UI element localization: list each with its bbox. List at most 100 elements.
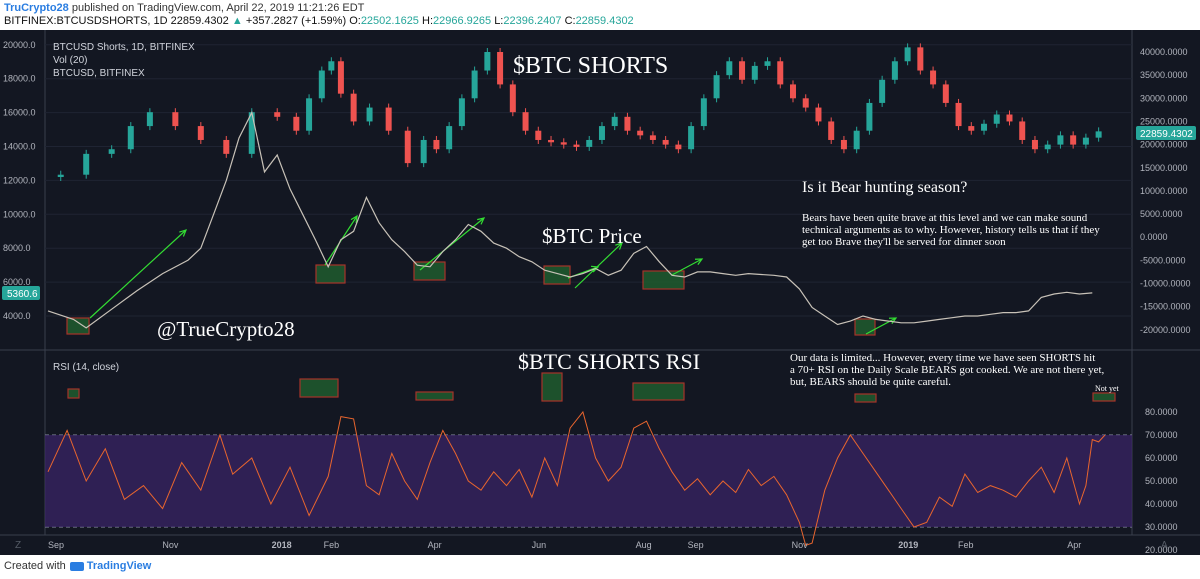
- candle-body: [1082, 137, 1089, 145]
- candle-body: [471, 70, 478, 99]
- candle-body: [366, 107, 373, 122]
- time-axis-tick: Nov: [792, 540, 809, 550]
- candle-body: [306, 98, 313, 131]
- right-axis-tick: 20000.0000: [1140, 140, 1188, 150]
- time-axis-tick: Feb: [958, 540, 974, 550]
- candle-body: [598, 126, 605, 140]
- rsi-axis-tick: 40.0000: [1145, 499, 1178, 509]
- trend-arrow: [865, 317, 897, 335]
- candle-body: [83, 153, 90, 175]
- author-name[interactable]: TruCrypto28: [4, 2, 69, 14]
- candle-body: [535, 130, 542, 140]
- time-axis-tick: Apr: [1067, 540, 1081, 550]
- candle-body: [274, 112, 281, 117]
- candle-body: [611, 116, 618, 127]
- candle-body: [764, 61, 771, 66]
- left-axis-tick: 8000.0: [3, 243, 31, 253]
- chart-canvas[interactable]: 20000.0 18000.0 16000.0 14000.0 12000.0 10000…: [0, 30, 1200, 555]
- right-axis-tick: -15000.0000: [1140, 302, 1191, 312]
- candle-body: [662, 139, 669, 145]
- candle-body: [917, 47, 924, 71]
- rsi-axis-tick: 20.0000: [1145, 545, 1178, 555]
- price-line: [47, 110, 1093, 329]
- candle-body: [404, 130, 411, 164]
- note-line-2: technical arguments as to why. However, …: [802, 224, 1100, 236]
- high-label: H:: [422, 15, 433, 27]
- arrow-head: [590, 265, 600, 273]
- arrow-head: [350, 214, 358, 224]
- candle-body: [904, 47, 911, 62]
- trend-arrow: [671, 258, 703, 276]
- candle-body: [866, 102, 873, 131]
- zoom-icon[interactable]: Z: [15, 540, 21, 551]
- candle-body: [700, 98, 707, 127]
- highlight-box: [415, 391, 454, 401]
- price-marker: [2, 286, 40, 300]
- candle-body: [649, 135, 656, 140]
- trend-arrow: [574, 242, 623, 289]
- candle-body: [509, 84, 516, 113]
- right-axis-tick: 5000.0000: [1140, 209, 1183, 219]
- left-axis-tick: 12000.0: [3, 175, 36, 185]
- candle-body: [223, 139, 230, 154]
- right-axis-tick: 15000.0000: [1140, 163, 1188, 173]
- time-axis-tick: Sep: [48, 540, 64, 550]
- arrow-head: [694, 258, 704, 266]
- high-value: 22966.9265: [433, 15, 492, 27]
- highlight-boxes: [66, 261, 1116, 403]
- candle-body: [522, 112, 529, 131]
- highlight-box: [299, 378, 339, 398]
- close-value: 22859.4302: [575, 15, 634, 27]
- highlight-box: [67, 388, 80, 399]
- candle-body: [548, 139, 555, 143]
- trend-arrow: [89, 229, 187, 319]
- close-label: C:: [564, 15, 576, 27]
- rsi-note-line-2: a 70+ RSI on the Daily Scale BEARS got c…: [790, 364, 1105, 376]
- legend-shorts: BTCUSD Shorts, 1D, BITFINEX: [53, 42, 195, 53]
- rsi-title: $BTC SHORTS RSI: [518, 349, 700, 374]
- legend-rsi: RSI (14, close): [53, 362, 119, 373]
- time-axis-tick: Apr: [428, 540, 442, 550]
- highlight-box: [66, 317, 90, 335]
- candle-body: [777, 61, 784, 85]
- highlight-box: [543, 265, 571, 285]
- candle-body: [688, 126, 695, 150]
- footer: Created with TradingView: [4, 560, 151, 572]
- candle-body: [930, 70, 937, 85]
- candle-body: [497, 52, 504, 85]
- publish-info: published on TradingView.com, April 22, …: [71, 2, 365, 14]
- candle-body: [891, 61, 898, 80]
- candle-body: [197, 126, 204, 140]
- highlight-box: [854, 393, 877, 403]
- chart-panel[interactable]: 20000.0 18000.0 16000.0 14000.0 12000.0 10000…: [0, 30, 1200, 555]
- candle-body: [981, 123, 988, 131]
- rsi-note-line-3: but, BEARS should be quite careful.: [790, 376, 951, 388]
- shorts-marker: [1136, 126, 1196, 140]
- highlight-box: [541, 372, 563, 402]
- highlight-box: [632, 382, 685, 401]
- candle-body: [433, 139, 440, 150]
- rsi-axis-tick: 70.0000: [1145, 430, 1178, 440]
- left-axis-tick: 14000.0: [3, 142, 36, 152]
- arrow-head: [179, 229, 188, 237]
- time-axis-tick: 2019: [898, 540, 918, 550]
- candle-body: [1006, 114, 1013, 122]
- candle-body: [1095, 131, 1102, 138]
- footer-brand[interactable]: TradingView: [86, 560, 152, 572]
- candle-body: [328, 61, 335, 71]
- rsi-axis-tick: 50.0000: [1145, 476, 1178, 486]
- axis-layer: 20000.0 18000.0 16000.0 14000.0 12000.0 10000…: [3, 40, 1191, 555]
- change-value: +357.2827 (+1.59%): [245, 15, 347, 27]
- auto-scale-icon[interactable]: A: [1161, 540, 1168, 551]
- highlight-box: [1092, 392, 1116, 402]
- candle-body: [1057, 135, 1064, 145]
- legend-btcusd: BTCUSD, BITFINEX: [53, 68, 145, 79]
- candle-body: [1044, 144, 1051, 150]
- left-axis-tick: 10000.0: [3, 209, 36, 219]
- trend-arrow: [419, 217, 485, 271]
- candle-body: [815, 107, 822, 122]
- candle-body: [350, 93, 357, 122]
- legend-vol: Vol (20): [53, 55, 87, 66]
- not-yet-label: Not yet: [1095, 384, 1120, 393]
- candle-body: [458, 98, 465, 127]
